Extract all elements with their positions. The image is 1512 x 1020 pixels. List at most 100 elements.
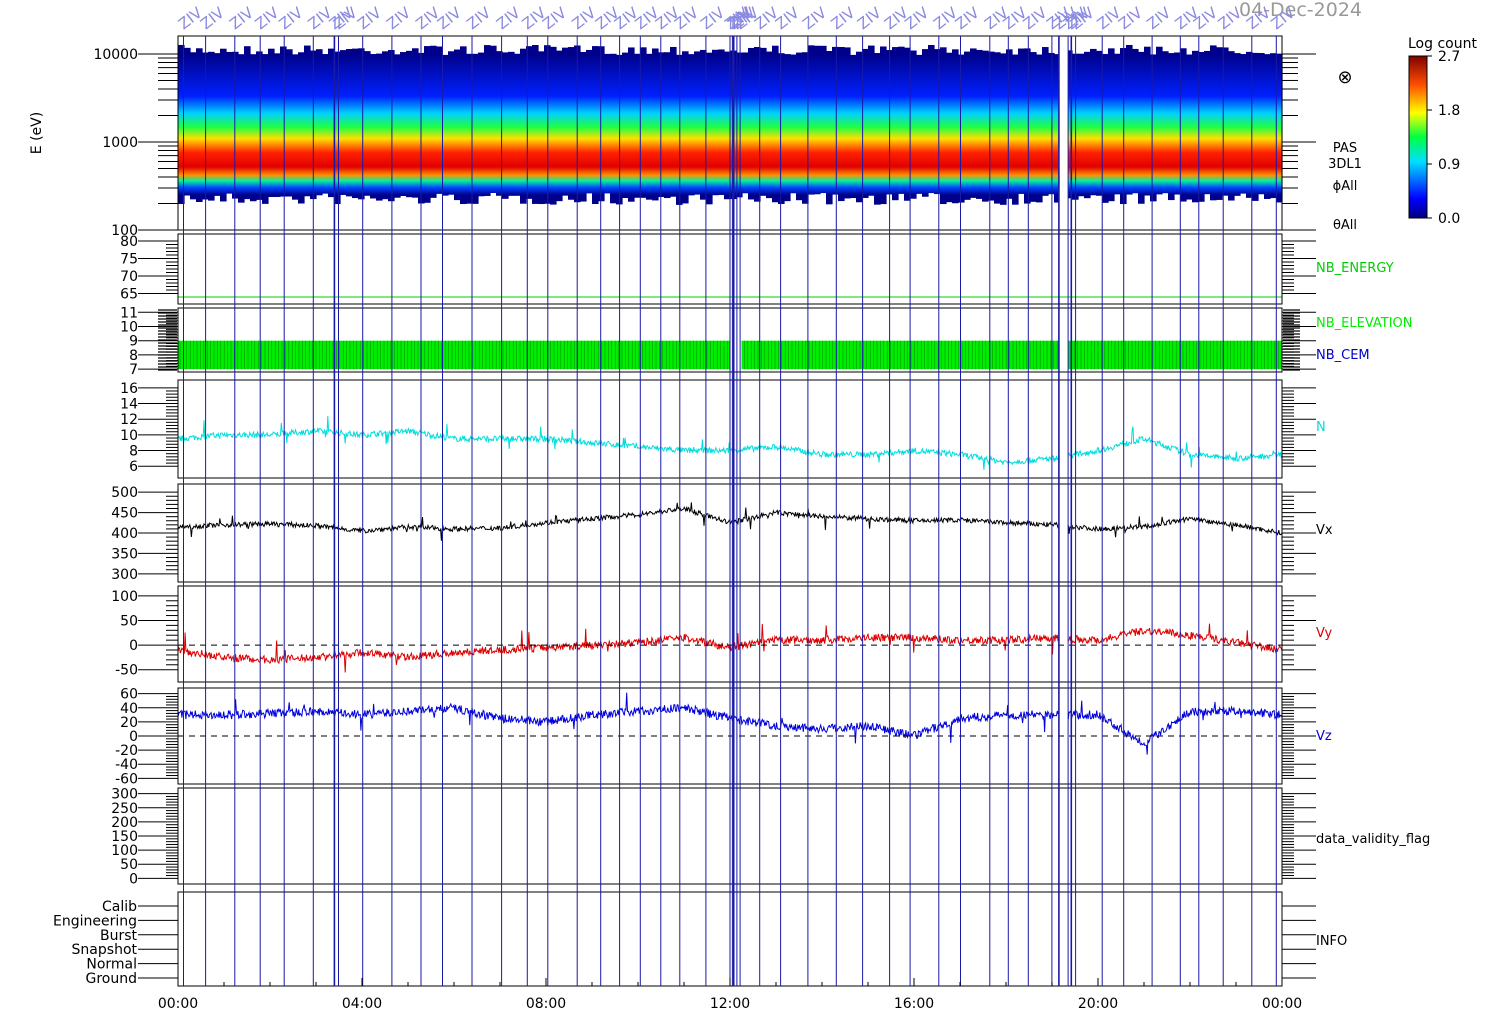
colorbar-tick-label: 0.0 [1438,211,1460,227]
spectrogram-column [1192,50,1199,203]
y-tick-label: 75 [120,252,138,268]
series-vx-line [177,502,1283,541]
y-tick-label: 12 [120,412,138,428]
y-tick-label: 0 [129,729,138,745]
spectrogram-column [220,48,227,202]
spectrogram-column [1168,53,1175,201]
spectrogram-column [532,44,539,204]
spectrogram-column [970,48,977,198]
spectrogram-column [538,51,545,205]
event-marker-tag: ZIV [354,3,385,33]
spectrogram-column [634,53,641,198]
spectrogram-column [568,47,575,200]
spectrogram-column [1012,54,1019,205]
y-tick-label: 0 [129,871,138,887]
y-tick-label: 450 [111,506,138,522]
y-tick-label: 150 [111,829,138,845]
spectrogram-column [802,52,809,204]
spectrogram-column [334,51,341,205]
x-tick-label: 08:00 [526,996,566,1012]
spectrogram-column [196,48,203,202]
spectrogram-column [592,46,599,205]
y-tick-label: 16 [120,381,138,397]
spectrogram-column [1048,52,1055,195]
spectrogram-column [904,47,911,201]
y-tick-label: 300 [111,567,138,583]
x-tick-label: 12:00 [710,996,750,1012]
spectrogram-column [868,45,875,196]
spectrogram-column [1126,44,1133,195]
spectrogram-column [358,48,365,200]
y-tick-label: 250 [111,801,138,817]
spectrogram-column [430,45,437,198]
spectrogram-column [1228,51,1235,201]
y-tick-label: 400 [111,526,138,542]
colorbar-title: Log count [1408,36,1477,52]
spectrogram-column [958,54,965,203]
y-tick-label: Snapshot [72,942,138,958]
spectrogram-column [892,47,899,201]
spectrogram-column [1102,53,1109,203]
spectrogram-column [400,52,407,196]
x-tick-label: 20:00 [1078,996,1118,1012]
spectrogram-column [478,52,485,197]
y-tick-label: 65 [120,287,138,303]
spectrogram-column [928,45,935,194]
series-label-vz: Vz [1316,729,1332,744]
event-marker-tag: ZIV [434,3,465,33]
y-tick-label: 50 [120,857,138,873]
colorbar-tick-label: 0.9 [1438,157,1460,173]
spectrogram-column [1144,46,1151,196]
y-tick-label: 1000 [102,135,138,151]
spectrogram-column [814,45,821,195]
panel-vx: 500 450 400 350 300 Vx [111,483,1333,583]
spectrogram-column [994,52,1001,204]
spectrogram-column [268,48,275,197]
spectrogram-column [346,49,353,197]
spectrogram-column [826,51,833,205]
y-tick-label: Calib [102,899,137,915]
spectrogram-column [982,50,989,202]
spectrogram-column [670,46,677,197]
colorbar [1408,55,1428,219]
spectrogram-column [1132,48,1139,194]
spectrogram-column [1114,53,1121,195]
y-tick-label: -40 [115,757,138,773]
y-tick-label: 9 [129,334,138,350]
event-marker-tag: ZIV [1143,3,1174,33]
series-vz-line [177,692,1283,755]
spectrogram-column [364,51,371,196]
series-label-nb_cem: NB_CEM [1316,348,1370,363]
spectrogram-side-label: 3DL1 [1328,157,1362,172]
spectrogram-column [880,46,887,205]
spectrogram-column [1024,48,1031,204]
y-tick-label: 500 [111,485,138,501]
spectrogram-column [1054,54,1061,203]
x-tick-label: 00:00 [158,996,198,1012]
event-marker-tag: ZIV [799,3,830,33]
spectrogram-column [394,54,401,198]
spectrogram-side-label: ϕAll [1333,179,1358,194]
spectrogram-column [784,54,791,202]
event-marker-tag: ZIV [901,3,932,33]
spectrogram-column [874,53,881,205]
spectrogram-column [190,52,197,200]
y-tick-label: -20 [115,743,138,759]
spectrogram-column [262,54,269,204]
spectrogram-column [454,49,461,201]
spectrogram-column [412,48,419,198]
series-label-vx: Vx [1316,523,1333,538]
y-tick-label: 8 [129,444,138,460]
event-marker-tag: ZIV [952,3,983,33]
event-marker-tag: ZIV [539,3,570,33]
spectrogram-column [1138,51,1145,204]
spectrogram-column [808,45,815,195]
spectrogram-column [274,53,281,197]
spectrogram-column [1030,52,1037,202]
spectrogram-column [1018,48,1025,194]
spectrogram-column [754,46,761,202]
y-tick-label: 6 [129,459,138,475]
